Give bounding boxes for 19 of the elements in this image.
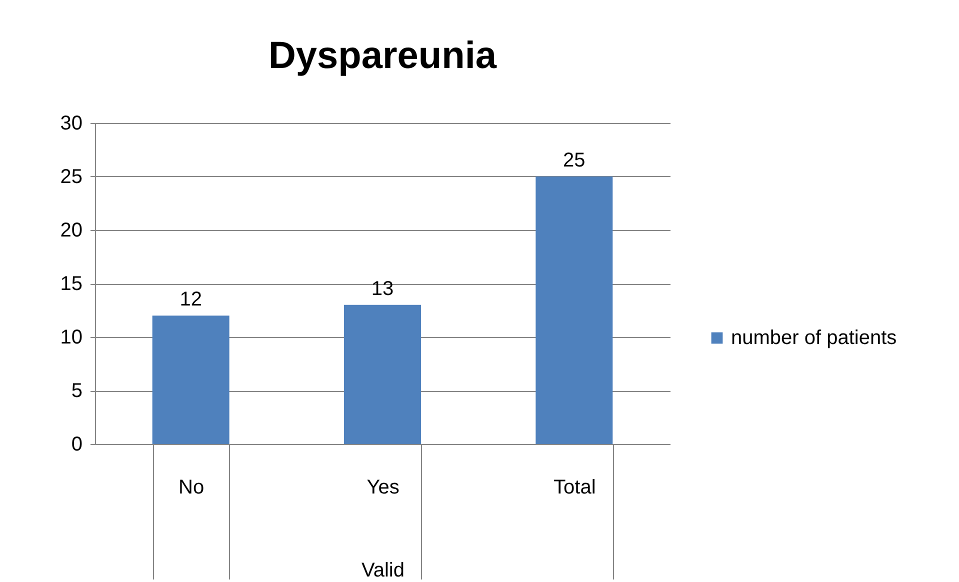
data-label: 12 <box>180 288 202 311</box>
x-tick-label: No <box>178 476 204 498</box>
x-tick-label: Total <box>554 476 596 498</box>
data-label: 13 <box>371 278 394 300</box>
data-label: 25 <box>563 150 586 172</box>
chart-title: Dyspareunia <box>268 35 498 77</box>
x-axis-title: Valid <box>362 560 404 582</box>
y-tick-label: 15 <box>60 273 82 295</box>
y-tick-label: 0 <box>71 434 82 456</box>
y-tick-label: 20 <box>60 220 82 242</box>
bar <box>536 176 613 444</box>
x-tick-label: Yes <box>366 476 400 498</box>
y-tick-label: 10 <box>60 326 82 348</box>
y-tick-label: 25 <box>60 166 82 188</box>
bar <box>152 316 230 444</box>
legend-label: number of patients <box>731 327 897 349</box>
bar <box>344 304 421 444</box>
y-tick-label: 30 <box>60 112 82 134</box>
y-tick-label: 5 <box>71 380 82 402</box>
